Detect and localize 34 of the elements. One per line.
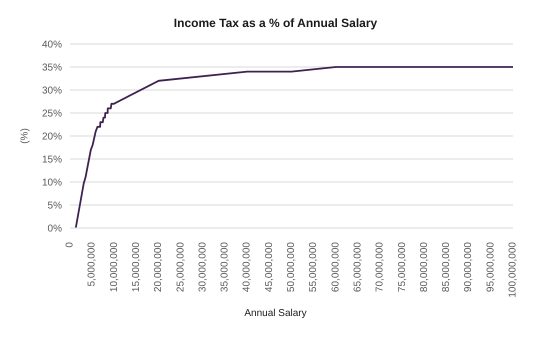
y-tick-label: 35%	[42, 62, 62, 74]
x-tick-label: 75,000,000	[396, 242, 408, 292]
x-axis-title: Annual Salary	[243, 308, 308, 319]
chart-title: Income Tax as a % of Annual Salary	[172, 15, 378, 32]
x-tick-label: 25,000,000	[175, 242, 186, 292]
x-tick-label: 85,000,000	[441, 242, 452, 292]
x-tick-label: 100,000,000	[508, 242, 518, 298]
y-tick-label: 20%	[42, 132, 62, 143]
x-tick-label: 30,000,000	[197, 242, 208, 292]
x-tick-label: 10,000,000	[108, 242, 120, 292]
x-tick-label: 55,000,000	[308, 242, 320, 292]
y-tick-label: 0%	[48, 224, 62, 235]
y-tick-label: 15%	[42, 154, 62, 166]
y-tick-label: 5%	[48, 200, 62, 212]
y-tick-label: 25%	[42, 108, 62, 120]
x-tick-label: 45,000,000	[264, 242, 275, 292]
x-tick-label: 50,000,000	[286, 242, 297, 292]
x-tick-label: 90,000,000	[463, 242, 474, 292]
x-tick-label: 20,000,000	[153, 242, 164, 292]
x-tick-label: 0	[64, 242, 76, 248]
x-tick-label: 65,000,000	[352, 242, 364, 292]
x-tick-label: 5,000,000	[86, 242, 98, 286]
x-tick-label: 70,000,000	[374, 242, 386, 292]
y-tick-label: 40%	[42, 40, 62, 51]
x-tick-label: 35,000,000	[220, 242, 231, 292]
x-tick-label: 15,000,000	[130, 242, 142, 292]
x-tick-label: 95,000,000	[485, 242, 496, 292]
y-tick-label: 10%	[42, 178, 62, 189]
x-tick-label: 40,000,000	[242, 242, 253, 292]
line-series	[74, 66, 513, 228]
x-tick-label: 60,000,000	[330, 242, 342, 292]
x-tick-label: 80,000,000	[418, 242, 430, 292]
y-tick-label: 30%	[42, 86, 62, 97]
y-axis-title: (%)	[20, 128, 31, 144]
